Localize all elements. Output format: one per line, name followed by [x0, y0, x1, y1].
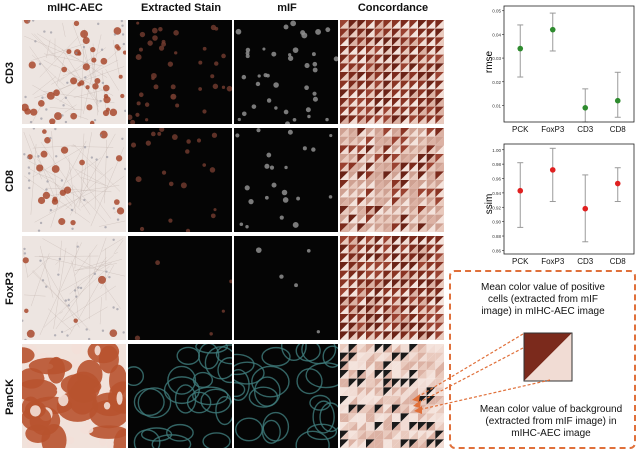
ssim-plot-frame [503, 143, 635, 255]
ssim-y-axis-label: ssim [484, 194, 495, 215]
rmse-data-point-cd3 [582, 104, 589, 111]
ssim-y-tick-label: 0.86 [492, 248, 501, 253]
rmse-data-point-foxp3 [549, 26, 556, 33]
tile-foxp3-extracted-stain [128, 236, 232, 340]
rmse-x-tick-label: PCK [512, 125, 529, 134]
rmse-y-tick-label: 0.05 [492, 9, 501, 14]
rmse-x-tick-label: FoxP3 [541, 125, 565, 134]
row-label-foxp3: FoxP3 [4, 272, 16, 306]
ssim-x-tick-label: CD8 [610, 257, 627, 266]
rmse-plot: rmse 0.05 0.04 0.03 0.02 0.01 PCK FoxP3 CD3 CD8 [480, 2, 638, 140]
ssim-y-tick-label: 0.90 [492, 220, 501, 225]
background-legend-text: Mean color value of background (extracte… [479, 404, 623, 439]
ssim-plot: ssim 1.00 0.98 0.96 0.94 0.92 0.90 0.88 0.86 PC… [480, 140, 638, 270]
ssim-y-tick-label: 0.92 [492, 205, 501, 210]
rmse-x-tick-label: CD3 [577, 125, 594, 134]
rmse-y-tick-label: 0.02 [492, 80, 501, 85]
tile-cd8-mif [234, 128, 338, 232]
ssim-x-tick-label: FoxP3 [541, 257, 565, 266]
rmse-y-tick-label: 0.01 [492, 103, 501, 108]
tile-cd8-mihc-aec [22, 128, 126, 232]
rmse-x-tick-label: CD8 [610, 125, 627, 134]
ssim-y-tick-label: 0.98 [492, 162, 501, 167]
rmse-y-tick-label: 0.03 [492, 56, 501, 61]
ssim-data-point-cd3 [582, 205, 589, 212]
tile-cd8-extracted-stain [128, 128, 232, 232]
rmse-y-tick-label: 0.04 [492, 32, 501, 37]
ssim-y-tick-label: 0.94 [492, 191, 501, 196]
tile-cd3-concordance [340, 20, 444, 124]
ssim-x-tick-label: PCK [512, 257, 529, 266]
ssim-y-tick-label: 0.96 [492, 177, 501, 182]
tile-panck-concordance [340, 344, 444, 448]
positive-cells-legend-text: Mean color value of positive cells (extr… [481, 282, 605, 317]
ssim-plot-svg: ssim 1.00 0.98 0.96 0.94 0.92 0.90 0.88 0.86 PC… [484, 143, 635, 266]
tile-cd3-extracted-stain [128, 20, 232, 124]
concordance-legend-swatch [523, 332, 573, 382]
row-label-panck: PanCK [4, 378, 16, 415]
ssim-y-tick-label: 0.88 [492, 234, 501, 239]
row-label-cd8: CD8 [4, 169, 16, 192]
rmse-plot-svg: rmse 0.05 0.04 0.03 0.02 0.01 PCK FoxP3 CD3 CD8 [484, 5, 635, 134]
concordance-legend-callout: Mean color value of positive cells (extr… [449, 270, 636, 449]
tile-panck-extracted-stain [128, 344, 232, 448]
column-header-mihc-aec: mIHC-AEC [47, 2, 103, 14]
column-header-extracted-stain: Extracted Stain [140, 2, 222, 14]
ssim-x-tick-label: CD3 [577, 257, 594, 266]
rmse-y-axis-label: rmse [484, 50, 495, 73]
rmse-data-point-pck [517, 45, 524, 52]
ssim-data-point-pck [517, 187, 524, 194]
rmse-data-point-cd8 [614, 97, 621, 104]
tile-foxp3-mihc-aec [22, 236, 126, 340]
ssim-data-point-cd8 [614, 180, 621, 187]
tile-cd3-mihc-aec [22, 20, 126, 124]
column-header-concordance: Concordance [357, 2, 429, 14]
ssim-y-tick-label: 1.00 [492, 148, 501, 153]
column-header-mif: mIF [277, 2, 297, 14]
ssim-data-point-foxp3 [549, 167, 556, 173]
tile-foxp3-mif [234, 236, 338, 340]
rmse-plot-frame [503, 5, 635, 123]
tile-panck-mif [234, 344, 338, 448]
tile-cd3-mif [234, 20, 338, 124]
tile-foxp3-concordance [340, 236, 444, 340]
tile-cd8-concordance [340, 128, 444, 232]
background-color-triangle [524, 333, 572, 381]
tile-panck-mihc-aec [22, 344, 126, 448]
row-label-cd3: CD3 [4, 61, 16, 84]
